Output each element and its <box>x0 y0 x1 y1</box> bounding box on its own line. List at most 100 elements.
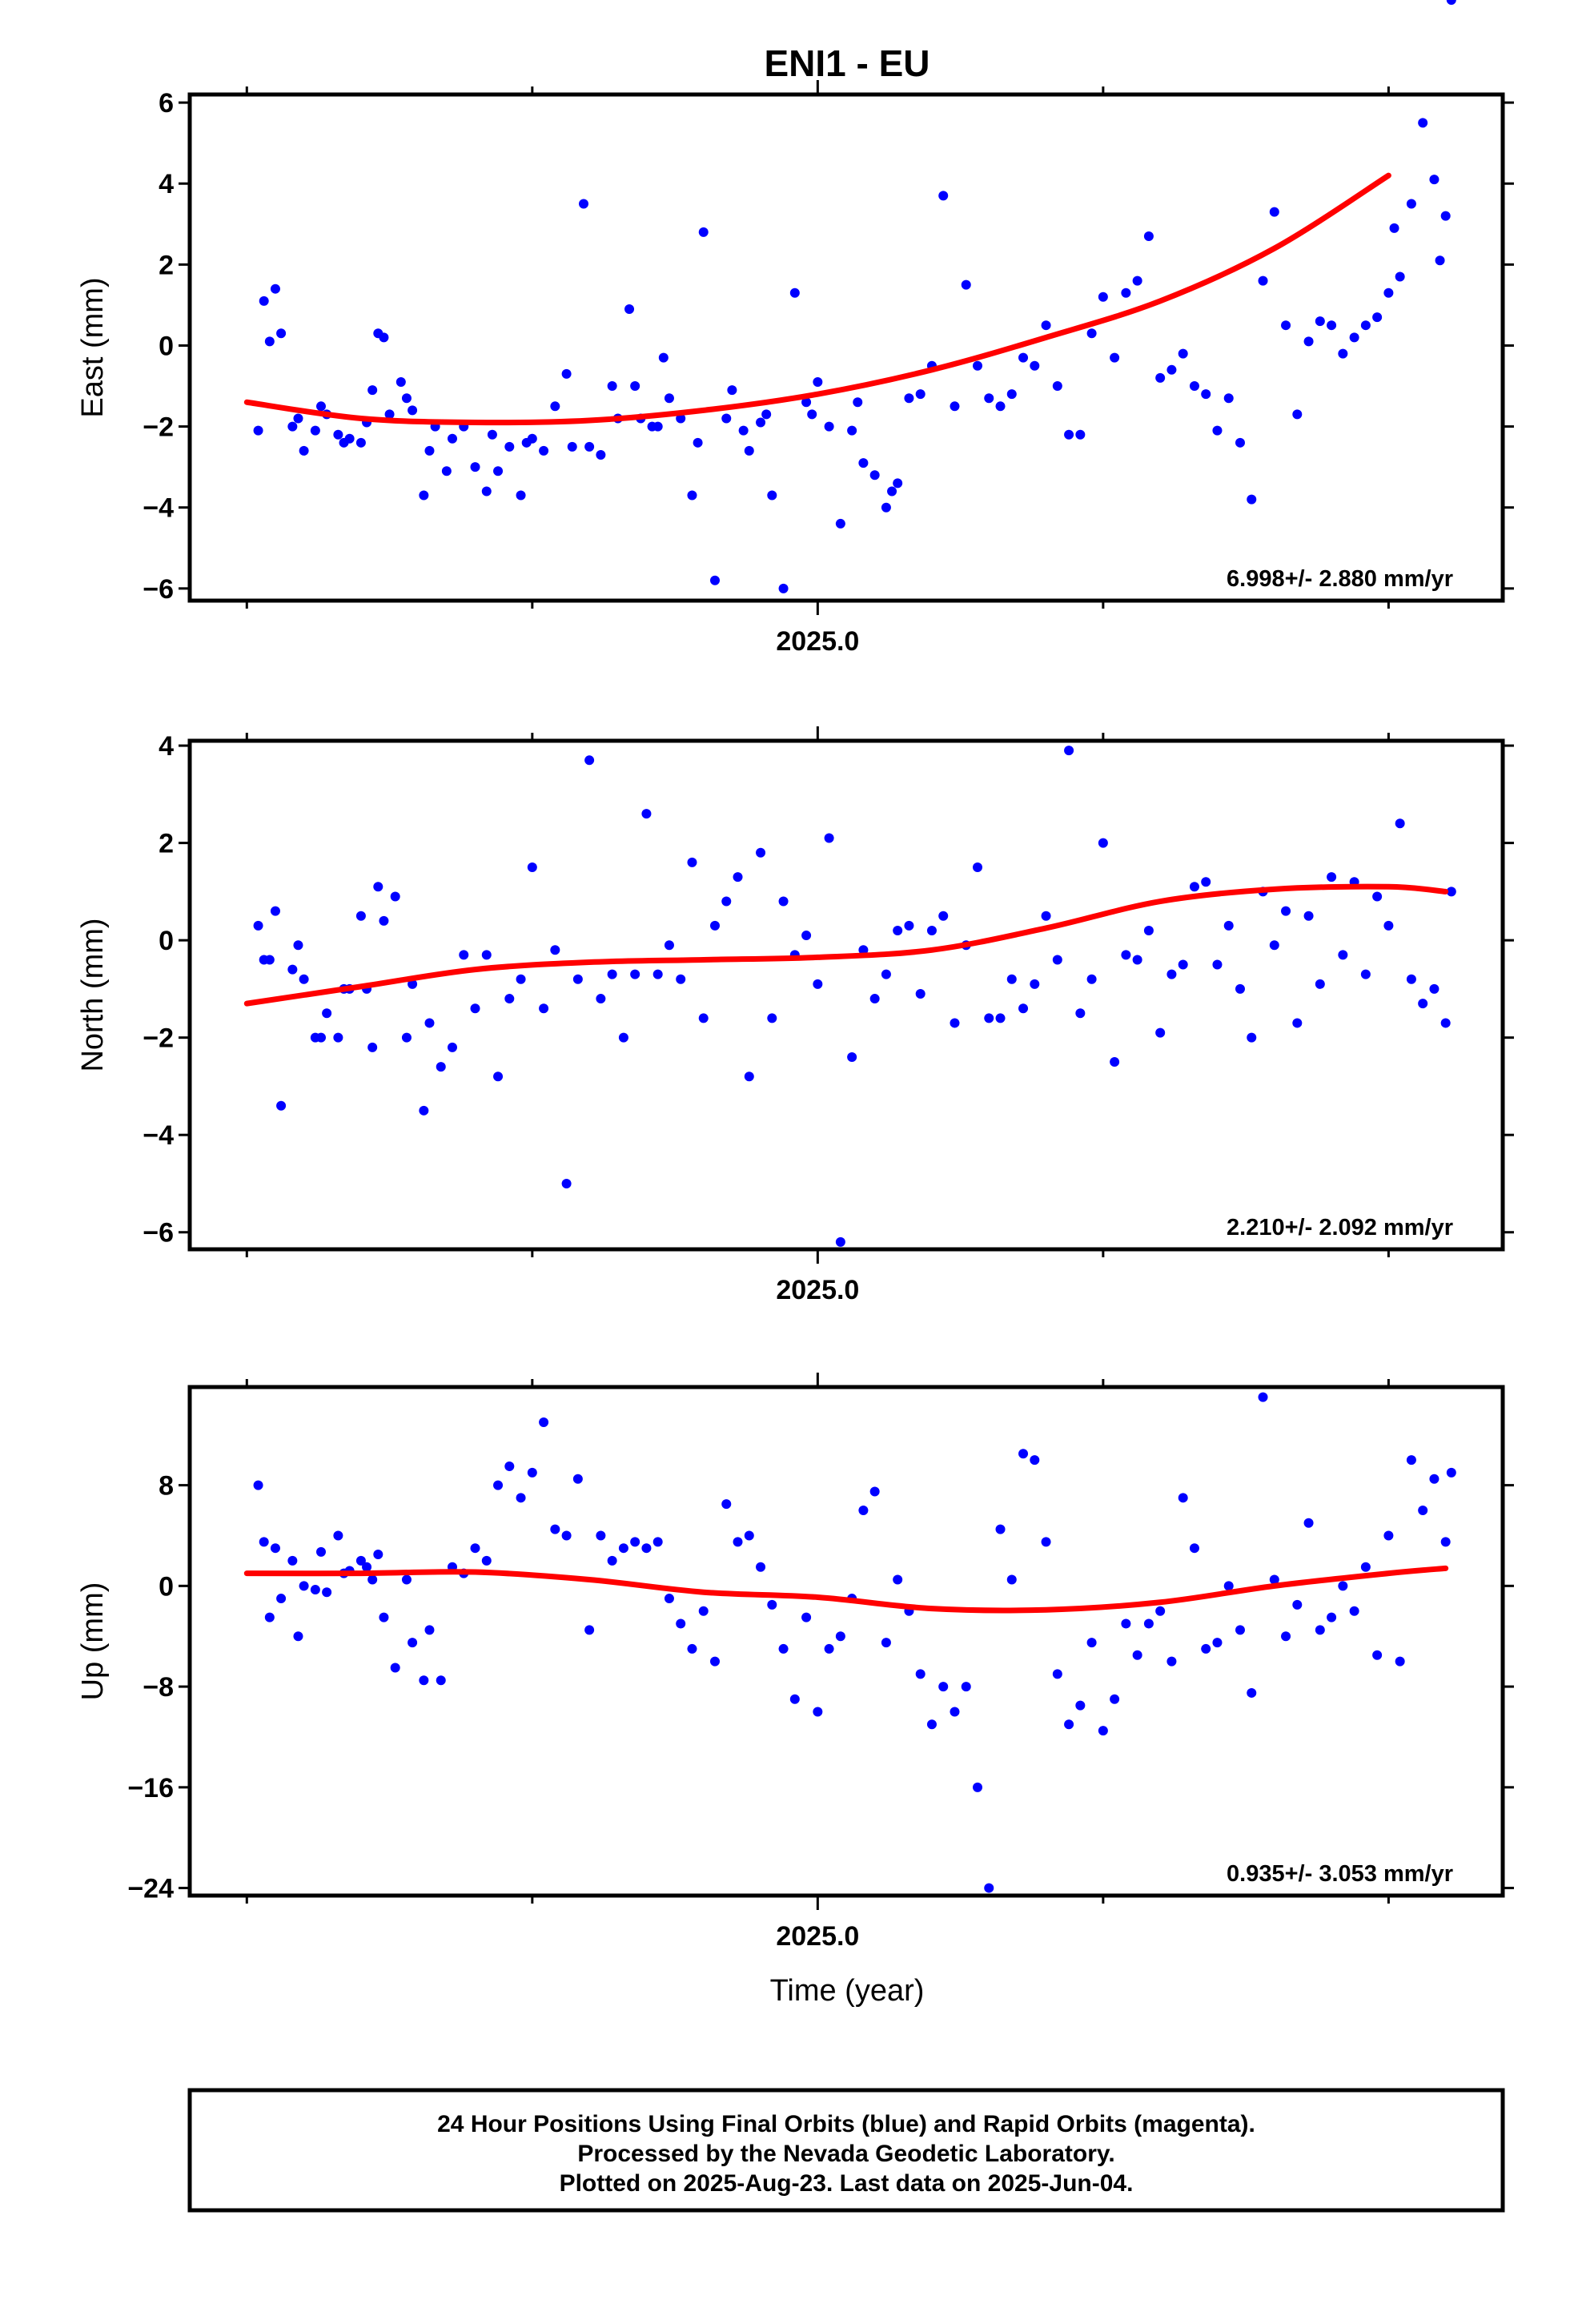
north-xtick-label: 2025.0 <box>776 1275 859 1305</box>
up-data-point <box>550 1524 560 1534</box>
up-data-point <box>1110 1694 1120 1704</box>
up-data-point <box>778 1643 789 1654</box>
east-data-point <box>1327 320 1337 331</box>
up-data-point <box>276 1594 287 1604</box>
north-data-point <box>767 1013 777 1023</box>
up-data-point <box>259 1537 269 1547</box>
north-data-point <box>1018 1003 1029 1014</box>
chart-title: ENI1 - EU <box>764 42 930 84</box>
east-data-point <box>1406 199 1416 209</box>
up-data-point <box>253 1480 263 1490</box>
north-data-point <box>408 979 418 989</box>
north-data-point <box>676 974 686 984</box>
east-data-point <box>401 393 412 404</box>
up-data-point <box>858 1506 869 1516</box>
east-data-point <box>1075 429 1086 440</box>
east-data-point <box>1435 255 1445 266</box>
north-data-point <box>630 969 640 979</box>
east-data-point <box>287 421 298 432</box>
up-y-axis-label: Up (mm) <box>76 1582 110 1701</box>
east-data-point <box>744 445 754 456</box>
north-data-point <box>698 1013 709 1023</box>
east-data-point <box>824 421 834 432</box>
north-data-point <box>584 755 595 766</box>
east-xtick-label: 2025.0 <box>776 626 859 657</box>
east-points <box>253 0 1456 593</box>
panel-east: −6 −4 −2 0 2 4 6 2025.0 East (mm) 6.998+/- 2.880 … <box>76 0 1514 657</box>
north-data-point <box>561 1178 572 1188</box>
up-ytick-label: −16 <box>127 1773 174 1803</box>
up-data-point <box>664 1594 674 1604</box>
up-data-point <box>287 1555 298 1566</box>
east-data-point <box>847 425 857 436</box>
north-data-point <box>1281 906 1291 916</box>
north-ytick-label: −6 <box>143 1218 174 1248</box>
up-data-point <box>756 1562 766 1572</box>
north-data-point <box>448 1042 457 1052</box>
east-data-point <box>561 368 572 379</box>
north-data-point <box>481 950 492 960</box>
north-data-point <box>572 974 583 984</box>
up-data-point <box>373 1550 383 1560</box>
east-data-point <box>630 381 640 392</box>
north-data-point <box>973 862 982 872</box>
north-data-point <box>950 1018 960 1028</box>
up-xtick-label: 2025.0 <box>776 1921 859 1952</box>
east-data-point <box>270 283 280 294</box>
up-ytick-label: 0 <box>159 1571 174 1602</box>
north-data-point <box>744 1072 754 1082</box>
up-data-point <box>516 1493 526 1503</box>
up-data-point <box>938 1682 949 1692</box>
north-data-point <box>1303 911 1314 921</box>
north-data-point <box>1360 969 1371 979</box>
east-data-point <box>607 381 617 392</box>
east-data-point <box>1223 393 1234 404</box>
up-data-point <box>618 1543 628 1554</box>
north-ytick-label: −2 <box>143 1023 174 1054</box>
up-data-point <box>1098 1726 1108 1736</box>
east-data-point <box>767 490 777 501</box>
north-data-point <box>869 994 880 1004</box>
north-data-point <box>641 809 652 819</box>
east-data-point <box>738 425 749 436</box>
east-data-point <box>1132 275 1142 286</box>
up-data-point <box>869 1486 880 1497</box>
panel-north: −6 −4 −2 0 2 4 2025.0 North (mm) 2.210+/- 2.092 … <box>76 726 1514 1305</box>
north-ytick-label: 2 <box>159 829 174 859</box>
north-data-point <box>687 857 697 867</box>
east-data-point <box>1395 271 1405 282</box>
up-data-point <box>572 1474 583 1484</box>
east-data-point <box>527 433 537 444</box>
up-data-point <box>1223 1581 1234 1591</box>
x-axis-label: Time (year) <box>770 1974 925 2008</box>
up-data-point <box>419 1675 429 1686</box>
north-data-point <box>1235 983 1245 994</box>
up-data-point <box>436 1675 446 1686</box>
north-data-point <box>355 911 366 921</box>
up-data-point <box>390 1663 400 1673</box>
east-ytick-label: 4 <box>159 169 174 199</box>
north-data-point <box>1315 979 1325 989</box>
footer-border <box>187 2088 1505 2213</box>
east-data-point <box>259 296 269 306</box>
up-data-point <box>1360 1562 1371 1572</box>
north-data-point <box>299 974 309 984</box>
north-data-point <box>1155 1027 1166 1038</box>
up-data-point <box>264 1612 275 1622</box>
east-data-point <box>693 437 703 448</box>
up-data-point <box>915 1669 926 1679</box>
north-data-point <box>550 945 560 955</box>
north-data-point <box>516 974 526 984</box>
up-data-point <box>481 1555 492 1566</box>
east-data-point <box>493 466 504 476</box>
north-data-point <box>527 862 537 872</box>
up-data-point <box>1166 1656 1177 1667</box>
up-data-point <box>1018 1449 1029 1459</box>
east-data-point <box>687 490 697 501</box>
east-data-point <box>253 425 263 436</box>
up-data-point <box>1372 1650 1383 1660</box>
up-data-point <box>1041 1537 1051 1547</box>
up-ytick-label: −8 <box>143 1672 174 1703</box>
up-data-point <box>424 1625 435 1635</box>
north-data-point <box>1446 887 1456 897</box>
